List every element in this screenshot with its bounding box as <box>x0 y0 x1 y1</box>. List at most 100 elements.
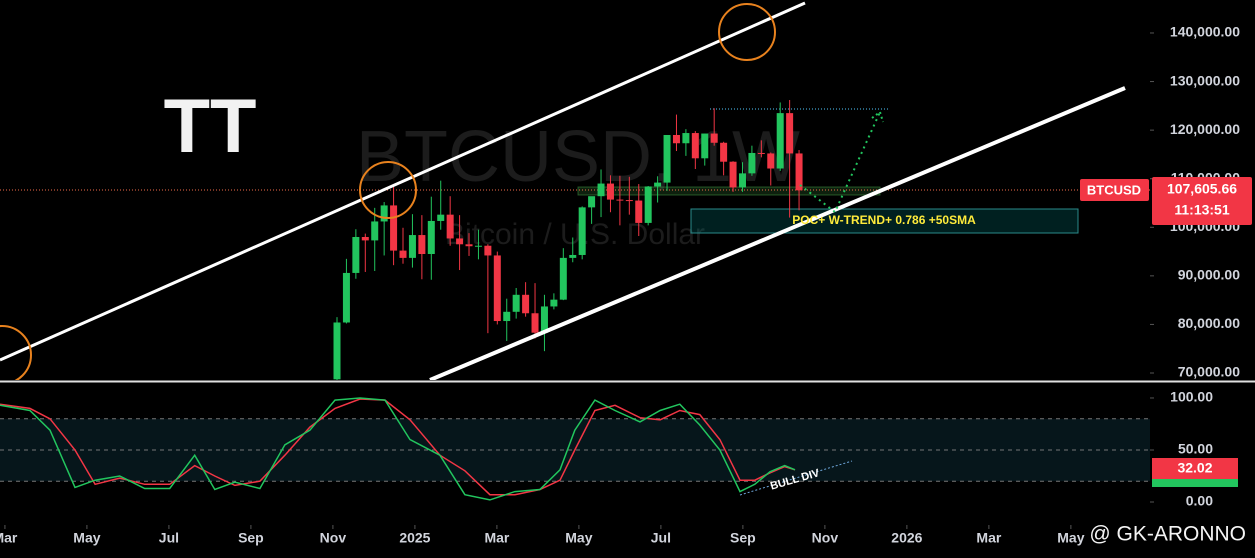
candle-body <box>597 183 605 197</box>
y-tick-label: 50.00 <box>1178 441 1213 457</box>
candle-body <box>559 257 567 300</box>
candle-body <box>616 199 624 201</box>
candle-body <box>484 245 492 256</box>
candle-body <box>512 294 520 312</box>
candle-body <box>710 133 718 143</box>
candle-body <box>663 134 671 183</box>
candle-body <box>757 152 765 154</box>
price-tags: BTCUSD 107,605.66 11:13:51 32.02 <box>1080 177 1252 487</box>
last-price-tag <box>1152 177 1252 225</box>
candle-body <box>701 133 709 159</box>
stoch-value-tag <box>1152 458 1238 479</box>
candle-body <box>418 235 426 254</box>
candle-body <box>456 238 464 245</box>
candle-body <box>588 196 596 208</box>
candle-body <box>437 214 445 221</box>
candle-body <box>352 236 360 273</box>
logo: TT <box>164 84 257 169</box>
symbol-label: BTCUSD <box>1087 182 1141 197</box>
stoch-line <box>0 397 796 501</box>
candle-body <box>333 322 341 380</box>
candle-body <box>748 152 756 174</box>
poc-box <box>690 208 1079 234</box>
y-tick-label: 0.00 <box>1186 493 1213 509</box>
candle-body <box>522 294 530 314</box>
x-tick-label: Sep <box>730 530 756 546</box>
candle-body <box>531 313 539 333</box>
x-tick-label: Jul <box>651 530 671 546</box>
highlight-circle <box>718 3 776 61</box>
y-tick-label: 130,000.00 <box>1170 72 1240 88</box>
credit: @ GK-ARONNO <box>1089 523 1246 546</box>
y-tick-label: 100.00 <box>1170 389 1213 405</box>
candle-body <box>399 250 407 258</box>
stoch-lines <box>0 397 796 501</box>
y-tick-label: 70,000.00 <box>1178 364 1240 380</box>
channel-lower <box>429 86 1126 380</box>
highlight-circle <box>359 161 417 219</box>
candle-body <box>390 205 398 251</box>
x-tick-label: Mar <box>484 530 509 546</box>
y-tick-label: 80,000.00 <box>1178 315 1240 331</box>
y-tick-label: 120,000.00 <box>1170 121 1240 137</box>
projection-arrow <box>871 110 884 123</box>
candle-body <box>371 221 379 241</box>
x-tick-label: May <box>73 530 100 546</box>
candle-body <box>738 173 746 188</box>
x-tick-label: Nov <box>320 530 347 546</box>
x-tick-label: May <box>565 530 592 546</box>
candle-body <box>682 133 690 144</box>
bull-div-line <box>739 460 853 496</box>
candle-body <box>644 186 652 223</box>
x-tick-label: May <box>1057 530 1084 546</box>
axes: 70,000.0080,000.0090,000.00100,000.00110… <box>0 24 1240 546</box>
stoch-value-tag-lower <box>1152 479 1238 487</box>
candle-body <box>446 214 454 239</box>
candle-body <box>720 142 728 162</box>
candle-body <box>795 153 803 191</box>
x-tick-label: Jul <box>159 530 179 546</box>
candle-body <box>654 182 662 187</box>
candle-body <box>493 255 501 322</box>
stoch-value-label: 32.02 <box>1177 460 1212 476</box>
x-tick-label: 2026 <box>891 530 922 546</box>
x-tick-label: Mar <box>976 530 1001 546</box>
last-price-label: 107,605.66 <box>1167 181 1237 197</box>
candle-body <box>540 306 548 333</box>
zone-box <box>577 186 881 196</box>
candle-body <box>408 235 416 258</box>
y-tick-label: 140,000.00 <box>1170 24 1240 40</box>
candle-body <box>635 200 643 223</box>
x-tick-label: Nov <box>812 530 839 546</box>
candle-body <box>767 153 775 169</box>
candle-body <box>474 245 482 247</box>
candle-body <box>729 161 737 188</box>
highlight-circle <box>0 325 32 380</box>
candle-body <box>550 299 558 307</box>
x-tick-label: Sep <box>238 530 264 546</box>
countdown: 11:13:51 <box>1174 202 1229 218</box>
candle-body <box>786 113 794 154</box>
x-tick-label: Mar <box>0 530 18 546</box>
watermark-subtitle: Bitcoin / U.S. Dollar <box>445 218 705 251</box>
candle-body <box>691 133 699 159</box>
y-tick-label: 90,000.00 <box>1178 267 1240 283</box>
candle-body <box>465 244 473 247</box>
candle-body <box>503 311 511 322</box>
candle-body <box>380 205 388 222</box>
candle-body <box>427 220 435 254</box>
symbol-tag <box>1080 179 1149 201</box>
candle-body <box>606 183 614 200</box>
drawings: POC+ W-TREND+ 0.786 +50SMA <box>0 1 1126 380</box>
channel-upper <box>0 1 806 362</box>
stochastic-panel: BULL DIV <box>0 397 1150 501</box>
candle-body <box>776 113 784 169</box>
candle-body <box>569 254 577 258</box>
candle-body <box>342 272 350 323</box>
x-tick-label: 2025 <box>399 530 430 546</box>
candles <box>333 100 803 380</box>
zone-label: POC+ W-TREND+ 0.786 +50SMA <box>792 213 976 227</box>
